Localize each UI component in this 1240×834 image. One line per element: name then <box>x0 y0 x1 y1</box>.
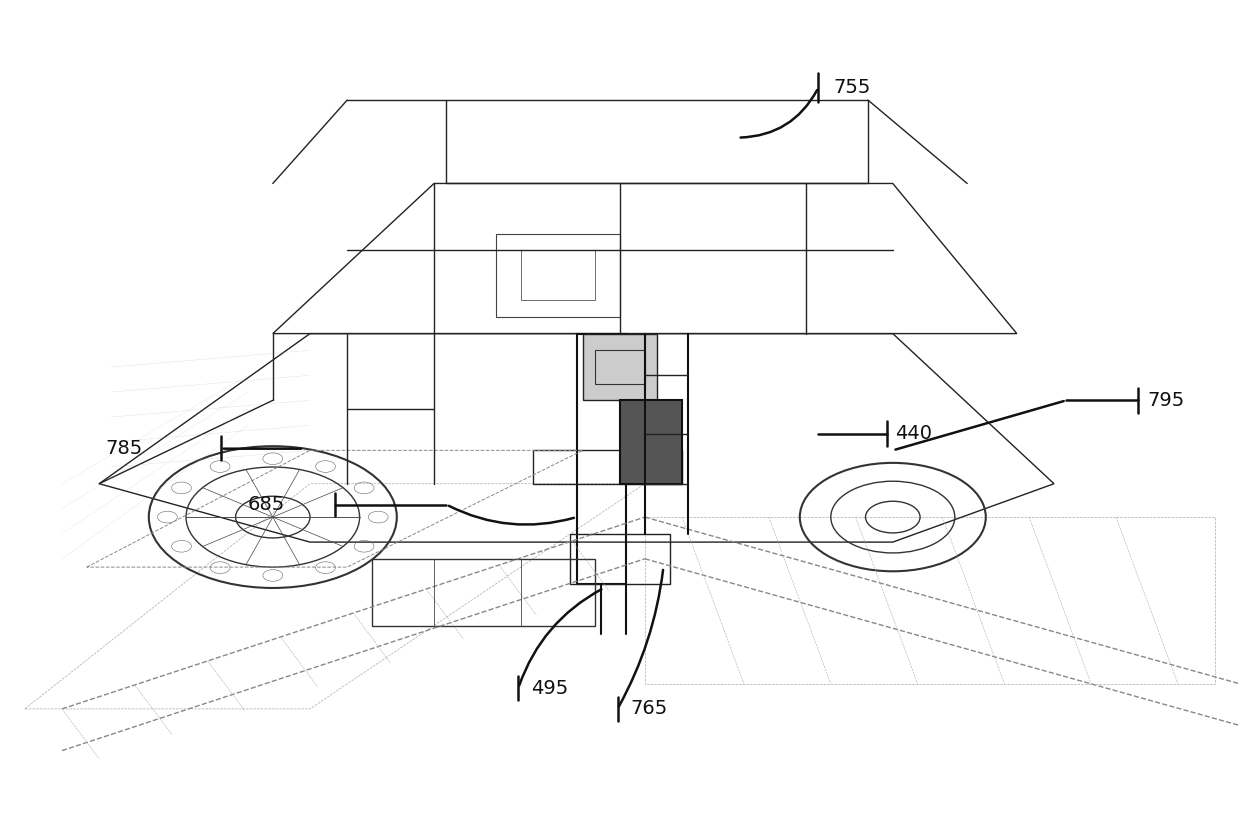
Text: 685: 685 <box>248 495 285 514</box>
Text: 795: 795 <box>1147 391 1184 409</box>
Bar <box>496 234 620 317</box>
Bar <box>521 250 595 300</box>
Bar <box>570 534 670 584</box>
Bar <box>446 100 868 183</box>
Text: 785: 785 <box>105 440 143 458</box>
Bar <box>583 334 657 400</box>
Text: 495: 495 <box>531 679 568 697</box>
Bar <box>533 450 682 484</box>
Text: 755: 755 <box>833 78 870 97</box>
Text: 765: 765 <box>630 700 667 718</box>
Bar <box>595 350 645 384</box>
Bar <box>577 334 626 584</box>
Text: 440: 440 <box>895 425 932 443</box>
Bar <box>620 400 682 484</box>
Bar <box>372 559 595 626</box>
